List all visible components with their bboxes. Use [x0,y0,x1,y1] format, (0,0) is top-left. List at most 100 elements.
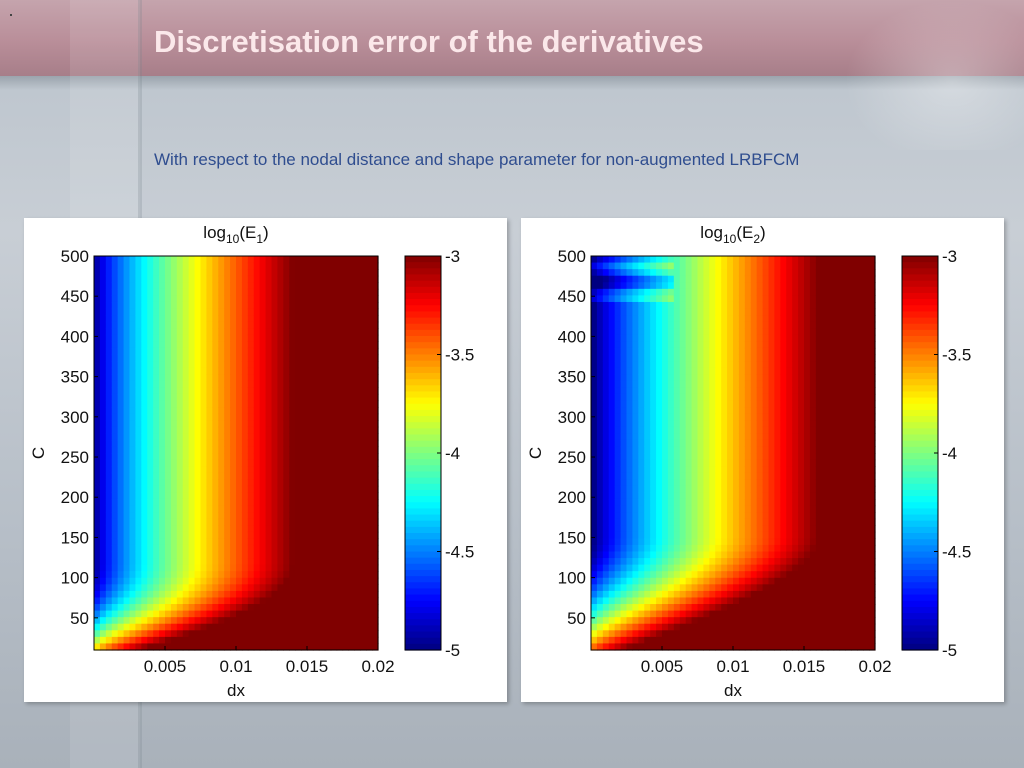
heatmap-cell [259,433,267,441]
heatmap-cell [241,308,249,316]
heatmap-cell [212,341,219,349]
heatmap-cell [638,466,645,474]
heatmap-cell [206,623,213,631]
heatmap-cell [330,577,338,585]
heatmap-cell [283,387,290,395]
heatmap-cell [709,334,716,342]
heatmap-cell [744,334,752,342]
heatmap-cell [159,400,166,408]
heatmap-cell [283,367,290,375]
heatmap-cell [602,485,610,493]
heatmap-cell [709,472,716,480]
heatmap-cell [307,374,314,382]
heatmap-cell [153,315,160,323]
heatmap-cell [141,577,148,585]
heatmap-cell [667,413,675,421]
heatmap-cell [295,361,302,369]
heatmap-cell [277,446,284,454]
heatmap-cell [129,505,137,513]
heatmap-cell [620,387,628,395]
heatmap-cell [176,334,184,342]
heatmap-cell [212,433,219,441]
heatmap-cell [206,275,213,283]
heatmap-cell [241,558,249,566]
heatmap-cell [727,288,734,296]
heatmap-cell [230,341,237,349]
heatmap-cell [117,498,125,507]
heatmap-cell [241,459,249,467]
heatmap-cell [241,538,249,546]
heatmap-cell [307,367,314,375]
heatmap-cell [301,564,308,572]
heatmap-cell [774,262,781,270]
heatmap-cell [236,485,243,493]
heatmap-cell [159,558,166,566]
heatmap-cell [212,288,219,296]
heatmap-cell [176,387,184,395]
heatmap-cell [632,525,639,533]
heatmap-cell [147,479,154,487]
heatmap-cell [614,525,622,533]
heatmap-cell [194,256,202,264]
heatmap-cell [253,617,261,625]
heatmap-cell [348,380,355,388]
heatmap-cell [691,584,699,592]
x-tick-label: 0.005 [144,657,187,676]
heatmap-cell [301,498,308,507]
heatmap-cell [301,643,308,651]
heatmap-cell [774,479,781,487]
heatmap-cell [289,433,296,441]
heatmap-cell [307,551,314,559]
heatmap-cell [218,466,225,474]
heatmap-cell [135,380,142,388]
heatmap-cell [697,617,705,625]
heatmap-cell [135,604,142,612]
heatmap-cell [756,577,764,585]
heatmap-cell [224,361,231,369]
heatmap-cell [354,361,361,369]
heatmap-cell [295,577,302,585]
heatmap-cell [638,420,645,428]
heatmap-cell [236,479,243,487]
heatmap-cell [283,361,290,369]
heatmap-cell [295,597,302,605]
heatmap-cell [721,610,728,618]
heatmap-cell [129,275,137,283]
heatmap-cell [123,275,131,283]
heatmap-cell [632,544,639,553]
heatmap-cell [366,571,373,579]
heatmap-cell [727,269,734,277]
heatmap-cell [644,393,651,402]
heatmap-cell [608,623,616,631]
heatmap-cell [141,636,148,645]
colorbar-band [405,496,441,503]
heatmap-cell [200,538,208,546]
heatmap-cell [667,498,675,507]
heatmap-cell [241,367,249,375]
heatmap-cell [662,485,669,493]
heatmap-cell [626,328,634,336]
heatmap-cell [182,374,190,382]
heatmap-cell [165,433,172,441]
heatmap-cell [650,453,657,461]
heatmap-cell [123,459,131,467]
heatmap-cell [638,558,645,566]
heatmap-cell [342,328,350,336]
heatmap-cell [372,525,379,533]
heatmap-cell [691,301,699,310]
heatmap-cell [662,643,669,651]
heatmap-cell [679,453,687,461]
heatmap-cell [744,367,752,375]
heatmap-cell [165,387,172,395]
heatmap-cell [194,623,202,631]
heatmap-cell [283,393,290,402]
heatmap-cell [667,610,675,618]
heatmap-cell [762,453,770,461]
heatmap-cell [366,459,373,467]
heatmap-cell [762,361,770,369]
heatmap-cell [194,282,202,290]
heatmap-cell [602,288,610,296]
heatmap-cell [608,413,616,421]
heatmap-cell [372,439,379,448]
heatmap-cell [750,525,758,533]
